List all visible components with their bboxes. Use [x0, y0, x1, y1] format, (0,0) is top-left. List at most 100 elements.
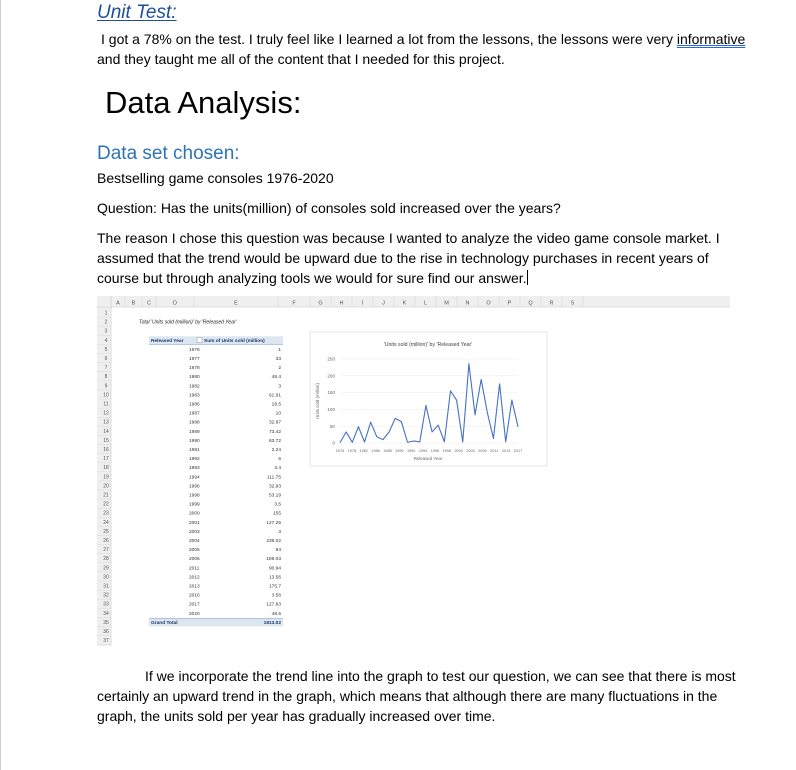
pivot-value-cell: 127.25 — [266, 520, 281, 526]
data-point — [493, 438, 494, 439]
column-header-F: F — [292, 301, 296, 307]
row-header-19: 19 — [103, 474, 109, 480]
y-tick-label: 150 — [327, 390, 335, 395]
data-set-name: Bestselling game consoles 1976-2020 — [97, 170, 334, 186]
x-axis-label: Released Year — [414, 456, 443, 461]
data-point — [351, 442, 353, 443]
x-tick-label: 1996 — [431, 449, 439, 453]
conclusion-line-1: If we incorporate the trend line into th… — [145, 668, 736, 684]
x-tick-label: 2017 — [514, 449, 522, 453]
pivot-value-cell: 3.56 — [272, 593, 282, 599]
pivot-value-cell: 32.67 — [269, 420, 281, 426]
row-header-20: 20 — [103, 483, 109, 489]
data-point — [505, 441, 507, 443]
x-tick-label: 1998 — [443, 449, 451, 453]
unit-test-text-1: I got a 78% on the test. I truly feel li… — [101, 31, 677, 47]
pivot-value-cell: 127.83 — [266, 602, 281, 608]
row-header-7: 7 — [105, 365, 108, 371]
row-header-27: 27 — [103, 547, 109, 553]
pivot-grand-total-label: Grand Total — [151, 620, 178, 626]
x-tick-label: 2011 — [490, 449, 498, 453]
conclusion-line-2: certainly an upward trend in the graph, … — [97, 688, 718, 704]
pivot-value-cell: 1 — [278, 347, 281, 353]
row-header-5: 5 — [105, 347, 108, 353]
data-point — [511, 399, 513, 401]
pivot-value-cell: 53.19 — [269, 493, 281, 499]
pivot-year-cell: 1998 — [189, 493, 200, 499]
x-tick-label: 2013 — [502, 449, 510, 453]
reason-paragraph: The reason I chose this question was bec… — [97, 228, 727, 288]
pivot-value-cell: 3 — [278, 529, 281, 535]
pivot-header-sum: Sum of Units sold (million) — [204, 338, 265, 344]
pivot-value-cell: 6 — [278, 456, 281, 462]
column-header-R: R — [550, 301, 554, 307]
y-tick-label: 50 — [330, 424, 336, 429]
y-tick-label: 200 — [327, 373, 335, 378]
row-header-17: 17 — [103, 456, 109, 462]
row-header-8: 8 — [105, 374, 108, 380]
pivot-year-cell: 1990 — [189, 438, 200, 444]
column-header-C: C — [147, 301, 151, 307]
row-header-23: 23 — [103, 511, 109, 517]
row-header-4: 4 — [105, 338, 108, 344]
filter-dropdown-icon[interactable] — [196, 337, 203, 343]
pivot-value-cell: 32.93 — [269, 483, 281, 489]
pivot-value-cell: 18.5 — [272, 402, 282, 408]
row-header-26: 26 — [103, 538, 109, 544]
x-tick-label: 1988 — [383, 449, 391, 453]
x-tick-label: 1992 — [407, 449, 415, 453]
pivot-value-cell: 236.02 — [266, 538, 281, 544]
pivot-year-cell: 2000 — [189, 511, 200, 517]
reason-line-3: course but through analyzing tools we wo… — [97, 268, 727, 288]
question-text: Question: Has the units(million) of cons… — [97, 200, 561, 216]
row-header-16: 16 — [103, 447, 109, 453]
pivot-value-cell: 189.03 — [266, 556, 281, 562]
pivot-year-cell: 1994 — [189, 474, 200, 480]
x-tick-label: 1986 — [371, 449, 379, 453]
data-point — [450, 390, 451, 392]
pivot-value-cell: 175.7 — [269, 584, 281, 590]
unit-test-heading: Unit Test: — [97, 2, 177, 24]
column-header-G: G — [318, 301, 322, 307]
pivot-value-cell: 90.94 — [269, 565, 281, 571]
reason-line-2: assumed that the trend would be upward d… — [97, 250, 709, 266]
column-header-J: J — [382, 301, 385, 307]
y-tick-label: 100 — [327, 407, 335, 412]
data-set-heading-text: Data set chosen: — [97, 143, 240, 164]
pivot-year-cell: 2004 — [189, 538, 200, 544]
row-header-37: 37 — [103, 638, 109, 644]
flagged-word[interactable]: informative — [676, 31, 746, 47]
y-axis-label: Units sold (million) — [315, 383, 320, 419]
data-analysis-heading-text: Data Analysis: — [105, 85, 302, 120]
pivot-year-cell: 1983 — [189, 392, 200, 398]
pivot-year-cell: 1991 — [189, 447, 200, 453]
pivot-title: Total 'Units sold (million)' by 'Release… — [139, 320, 238, 326]
pivot-value-cell: 10 — [276, 411, 282, 417]
pivot-year-cell: 2013 — [189, 584, 200, 590]
pivot-header-bg — [149, 336, 283, 345]
column-header-N: N — [466, 301, 470, 307]
y-tick-label: 0 — [332, 441, 335, 446]
data-point — [468, 363, 470, 364]
data-point — [487, 412, 488, 413]
reason-line-3-text: course but through analyzing tools we wo… — [97, 270, 527, 286]
data-point — [437, 424, 439, 426]
x-tick-label: 1982 — [360, 449, 368, 453]
pivot-year-cell: 1987 — [189, 411, 200, 417]
pivot-year-cell: 1993 — [189, 465, 200, 471]
column-header-M: M — [444, 301, 449, 307]
x-tick-label: 1976 — [336, 449, 344, 453]
data-point — [499, 383, 500, 385]
pivot-year-cell: 2006 — [189, 556, 200, 562]
data-point — [364, 441, 365, 443]
row-header-25: 25 — [103, 529, 109, 535]
pivot-year-cell: 2003 — [189, 529, 200, 535]
row-header-1: 1 — [105, 311, 108, 317]
pivot-value-cell: 48.4 — [272, 374, 282, 380]
pivot-header-year: Released Year — [151, 338, 184, 344]
pivot-value-cell: 63.72 — [269, 438, 281, 444]
series-line — [339, 363, 519, 443]
pivot-total-bg — [149, 618, 283, 627]
